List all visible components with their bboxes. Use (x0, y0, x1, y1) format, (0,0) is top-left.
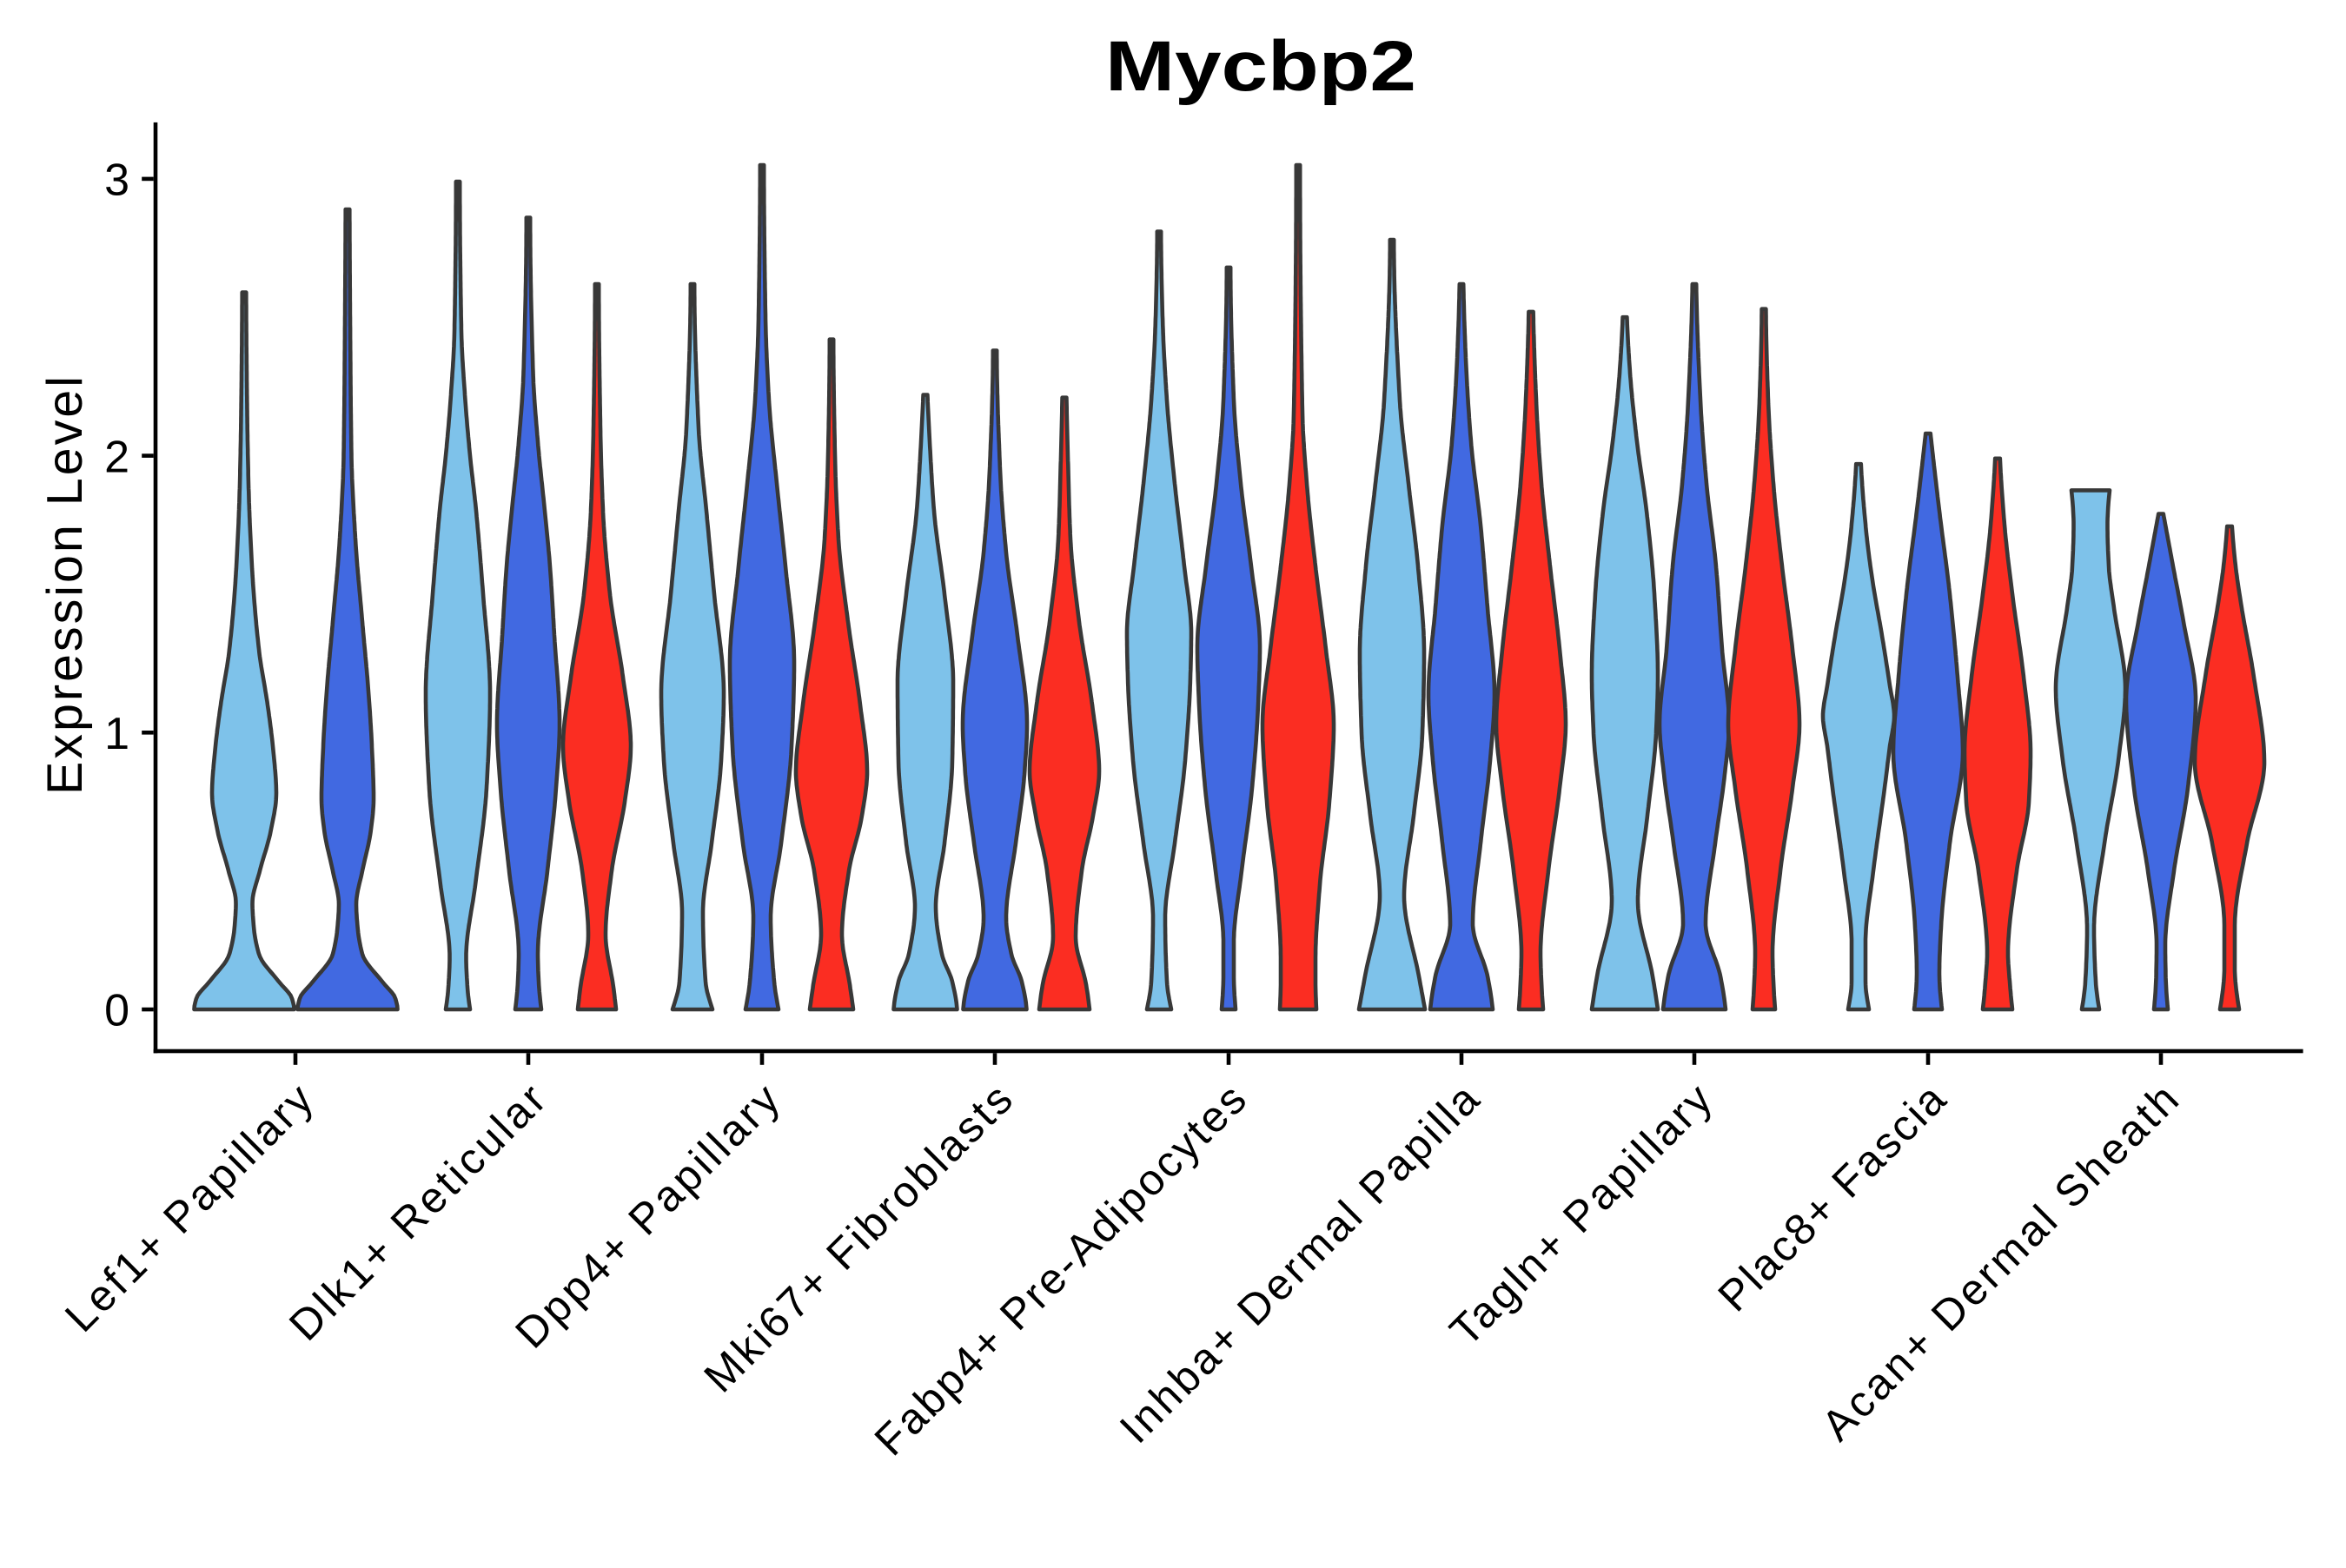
svg-text:Mycbp2: Mycbp2 (1105, 27, 1416, 106)
svg-text:2: 2 (104, 432, 129, 482)
svg-text:1: 1 (104, 709, 129, 759)
svg-text:3: 3 (104, 155, 129, 206)
svg-text:Expression Level: Expression Level (37, 376, 93, 795)
svg-text:0: 0 (104, 986, 129, 1036)
